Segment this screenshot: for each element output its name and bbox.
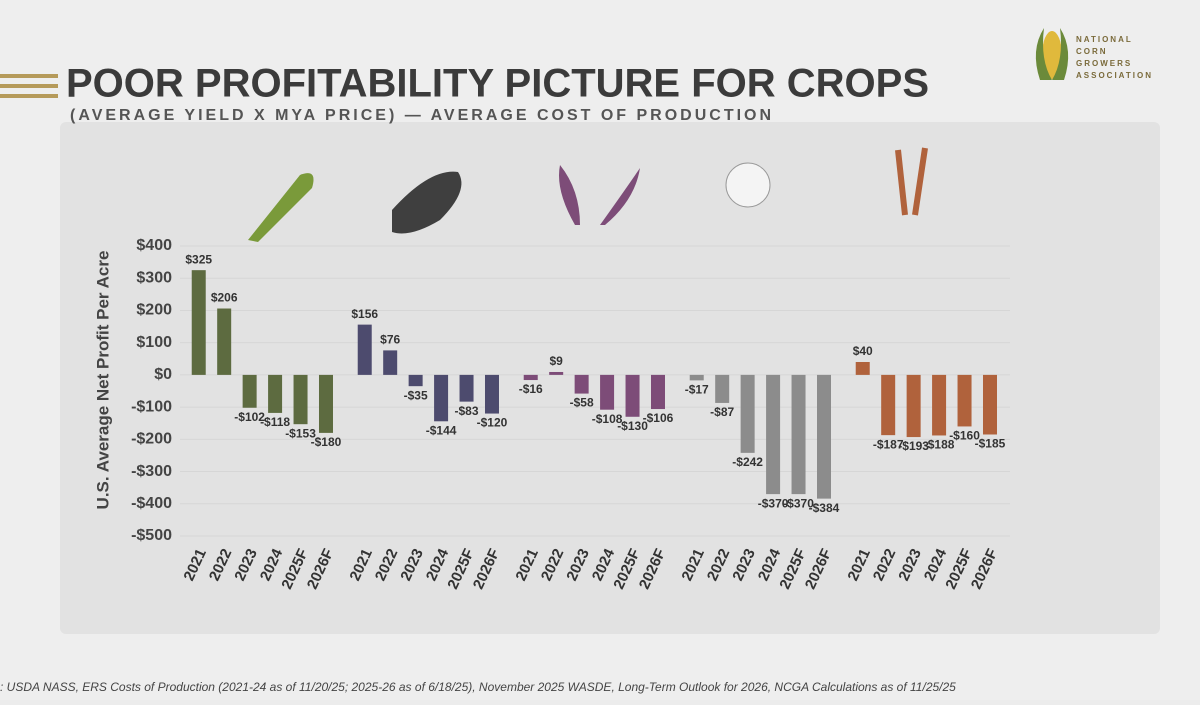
- bar: [217, 308, 232, 375]
- value-label: -$153: [285, 426, 316, 440]
- bar: [855, 362, 870, 375]
- value-label: -$160: [949, 429, 980, 443]
- value-label: -$370: [758, 496, 789, 510]
- logo-icon: [1035, 28, 1069, 80]
- value-label: $9: [550, 354, 564, 368]
- bar: [689, 374, 704, 381]
- logo-text: NATIONAL CORN GROWERS ASSOCIATION: [1076, 35, 1153, 78]
- value-label: -$193: [898, 439, 929, 453]
- bar: [791, 374, 806, 495]
- value-label: $206: [211, 291, 238, 305]
- bar: [408, 374, 423, 387]
- y-tick-label: $0: [154, 366, 172, 383]
- value-label: -$35: [404, 388, 428, 402]
- y-tick-label: $100: [136, 334, 172, 351]
- bar: [766, 374, 781, 495]
- y-tick-label: -$100: [131, 398, 172, 415]
- y-tick-label: -$200: [131, 431, 172, 448]
- bar: [625, 374, 640, 417]
- bar: [650, 374, 665, 410]
- bar: [549, 371, 564, 375]
- y-tick-label: -$300: [131, 463, 172, 480]
- value-label: -$185: [975, 437, 1006, 451]
- y-tick-label: -$500: [131, 527, 172, 544]
- bar: [318, 374, 333, 433]
- value-label: -$120: [477, 416, 508, 430]
- value-label: -$242: [732, 455, 763, 469]
- chart-subtitle: (AVERAGE YIELD X MYA PRICE) — AVERAGE CO…: [70, 107, 774, 124]
- value-label: -$118: [260, 415, 290, 429]
- bar: [191, 270, 206, 375]
- value-label: -$370: [783, 496, 814, 510]
- y-tick-label: $400: [136, 237, 172, 254]
- bar: [523, 374, 538, 381]
- bar: [906, 374, 921, 438]
- bar: [715, 374, 730, 403]
- bar: [357, 324, 372, 375]
- bar: [957, 374, 972, 427]
- value-label: -$108: [592, 412, 623, 426]
- value-label: -$16: [519, 382, 543, 396]
- title-stripes: [0, 74, 58, 98]
- bar: [459, 374, 474, 402]
- value-label: -$102: [234, 410, 265, 424]
- bar: [574, 374, 589, 394]
- value-label: -$187: [873, 437, 904, 451]
- value-label: $76: [380, 333, 400, 347]
- chart-title: POOR PROFITABILITY PICTURE FOR CROPS: [66, 62, 929, 106]
- value-label: -$17: [685, 383, 709, 397]
- y-tick-label: $200: [136, 302, 172, 319]
- source-note: : USDA NASS, ERS Costs of Production (20…: [0, 680, 956, 694]
- value-label: -$106: [643, 411, 674, 425]
- y-tick-label: $300: [136, 269, 172, 286]
- bar: [740, 374, 755, 453]
- y-tick-label: -$400: [131, 495, 172, 512]
- logo-box: NATIONAL CORN GROWERS ASSOCIATION: [1076, 35, 1153, 78]
- value-label: $325: [185, 252, 212, 266]
- y-axis-label: U.S. Average Net Profit Per Acre: [93, 251, 112, 510]
- bar: [982, 374, 997, 435]
- bar: [881, 374, 896, 436]
- crop-icons: [248, 147, 928, 242]
- bar: [600, 374, 615, 410]
- bar: [484, 374, 499, 414]
- bar: [268, 374, 283, 413]
- bar: [434, 374, 449, 422]
- bar: [293, 374, 308, 425]
- value-label: -$83: [455, 404, 479, 418]
- value-label: -$384: [809, 501, 840, 515]
- bar: [816, 374, 831, 499]
- value-label: $156: [351, 307, 378, 321]
- bar: [242, 374, 257, 408]
- value-label: -$130: [617, 419, 648, 433]
- value-label: -$144: [426, 423, 457, 437]
- value-label: -$58: [570, 396, 594, 410]
- bar: [383, 350, 398, 375]
- value-label: -$87: [710, 405, 734, 419]
- value-label: -$188: [924, 438, 955, 452]
- value-label: -$180: [311, 435, 342, 449]
- value-label: $40: [853, 344, 873, 358]
- bar: [932, 374, 947, 436]
